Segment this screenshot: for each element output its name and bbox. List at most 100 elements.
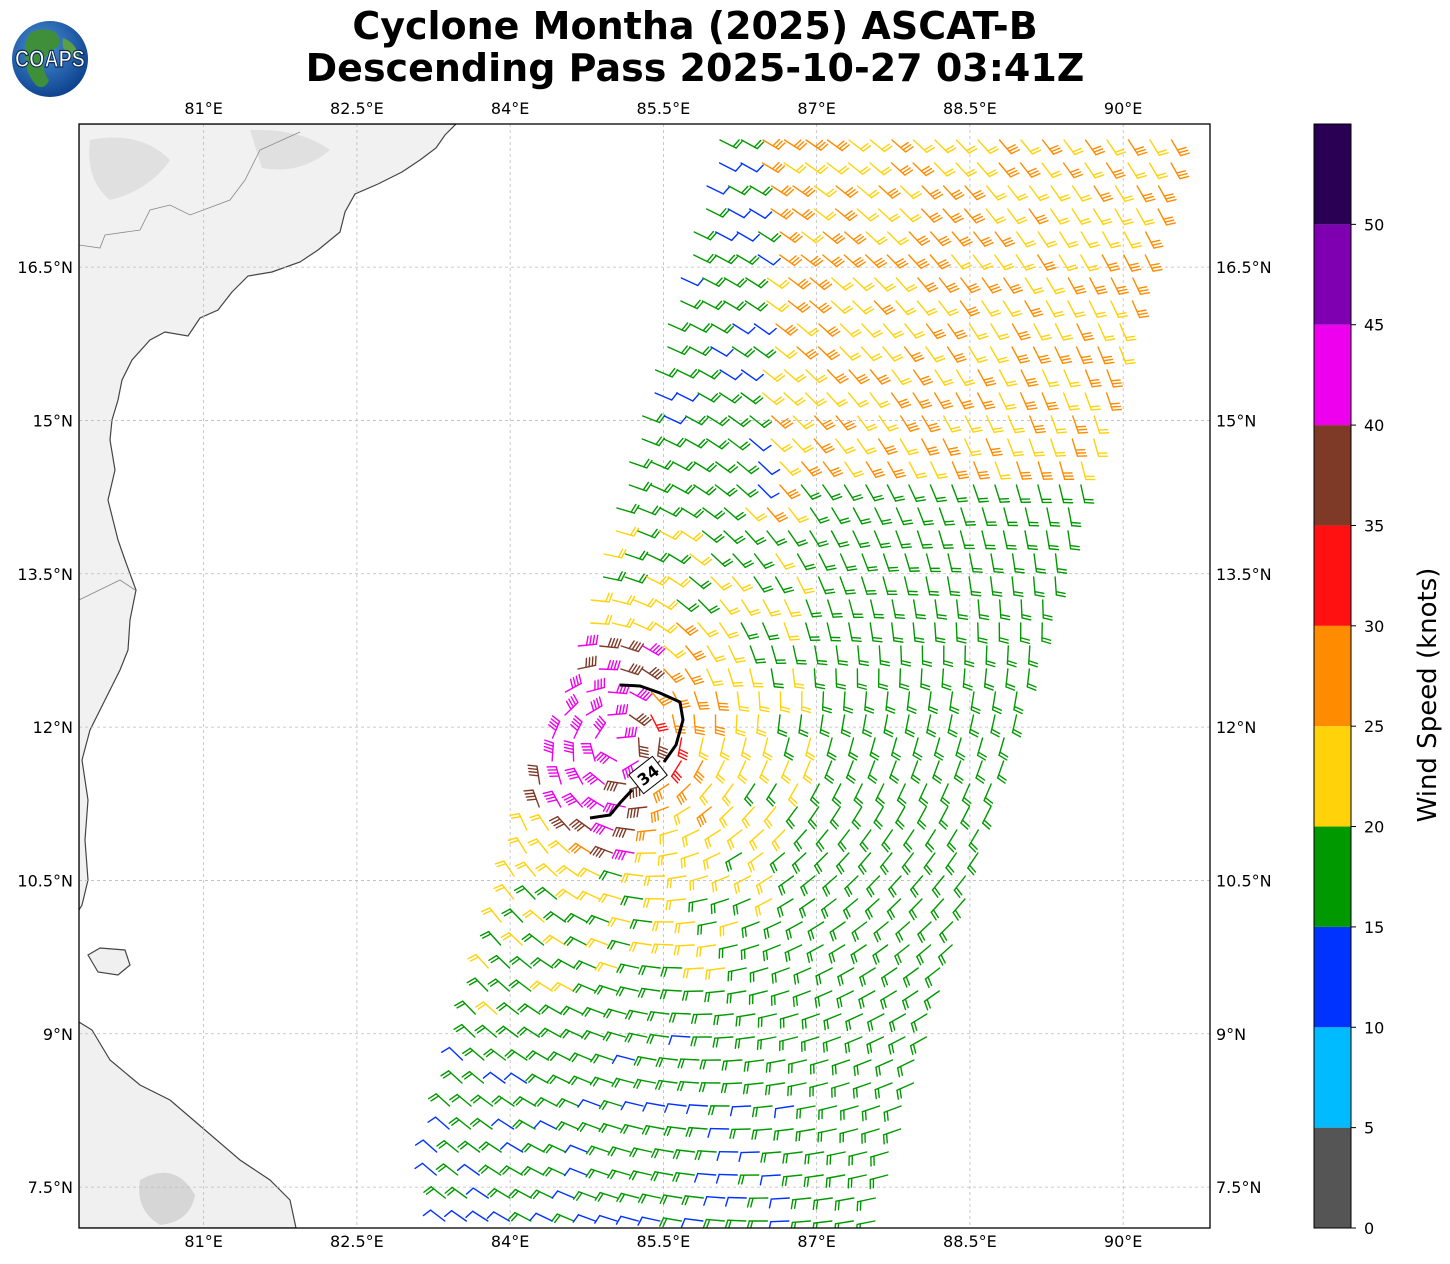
wind-barb xyxy=(753,576,774,593)
wind-barb xyxy=(895,507,914,526)
wind-barb xyxy=(940,783,950,807)
wind-barb xyxy=(831,783,842,807)
wind-barb xyxy=(1050,438,1067,457)
wind-barb xyxy=(933,162,956,177)
wind-barb xyxy=(577,655,597,670)
wind-barb xyxy=(759,760,770,784)
wind-barb xyxy=(869,139,893,153)
wind-barb xyxy=(947,323,968,340)
wind-barb xyxy=(732,323,756,335)
lon-tick-label-top: 90°E xyxy=(1104,99,1142,118)
wind-barb xyxy=(480,907,502,923)
wind-barb xyxy=(859,829,872,853)
wind-barb xyxy=(740,392,764,405)
wind-barb xyxy=(555,1098,580,1108)
wind-barb xyxy=(792,668,805,689)
wind-barb xyxy=(770,208,794,220)
wind-barb xyxy=(1019,622,1031,645)
wind-barb xyxy=(616,1192,640,1203)
wind-barb xyxy=(762,737,773,761)
wind-barb xyxy=(774,576,795,594)
wind-barb xyxy=(756,714,767,737)
colorbar-bin xyxy=(1314,926,1351,1028)
wind-barb xyxy=(826,139,850,152)
wind-barb xyxy=(857,852,872,875)
wind-barb xyxy=(951,484,968,503)
wind-barb xyxy=(955,162,977,177)
wind-barb xyxy=(955,139,978,154)
wind-barb xyxy=(760,1151,782,1163)
wind-barb xyxy=(546,1074,571,1085)
wind-barb xyxy=(731,346,756,358)
wind-barb xyxy=(1041,392,1059,411)
wind-barb xyxy=(1072,415,1089,434)
wind-barb xyxy=(633,597,658,608)
wind-barb xyxy=(689,323,713,333)
wind-barb xyxy=(633,1078,657,1089)
wind-barb xyxy=(813,438,835,454)
wind-barb xyxy=(762,599,782,617)
wind-barb xyxy=(1059,461,1075,481)
wind-barb xyxy=(564,693,579,716)
wind-barb xyxy=(806,944,824,963)
wind-barb xyxy=(741,737,752,761)
wind-barb xyxy=(1024,277,1045,294)
wind-barb xyxy=(676,368,700,379)
wind-barb xyxy=(1059,231,1079,248)
wind-barb xyxy=(1033,323,1052,341)
wind-barb xyxy=(925,576,940,596)
wind-barb xyxy=(924,829,936,853)
wind-barb xyxy=(715,691,730,711)
wind-barb xyxy=(576,1122,601,1132)
wind-barb xyxy=(1080,484,1095,504)
wind-barb xyxy=(947,714,958,738)
wind-barb xyxy=(701,530,725,543)
wind-barb xyxy=(650,806,669,824)
wind-barb xyxy=(611,1077,635,1088)
wind-barb xyxy=(921,645,933,667)
wind-barb xyxy=(1071,438,1088,457)
wind-barb xyxy=(981,507,998,527)
wind-barb xyxy=(1084,369,1102,388)
wind-barb xyxy=(869,162,892,176)
wind-barb xyxy=(921,185,944,200)
wind-barb xyxy=(968,323,989,340)
wind-barb xyxy=(676,622,699,636)
wind-barb xyxy=(795,1128,816,1142)
lon-tick-label-bottom: 88.5°E xyxy=(943,1232,997,1251)
wind-barb xyxy=(1110,277,1129,295)
wind-barb xyxy=(550,981,575,992)
wind-barb xyxy=(762,944,781,962)
wind-barb xyxy=(543,911,567,923)
wind-barb xyxy=(873,300,896,315)
wind-barb xyxy=(693,484,717,496)
wind-barb xyxy=(805,599,823,618)
wind-barb xyxy=(714,254,739,265)
wind-barb xyxy=(817,576,836,595)
lat-tick-label-left: 9°N xyxy=(43,1025,73,1044)
wind-barb xyxy=(719,622,739,639)
wind-barb xyxy=(929,254,951,270)
wind-barb xyxy=(864,691,875,714)
wind-barb xyxy=(883,1105,902,1123)
wind-barb xyxy=(852,277,875,292)
wind-barb xyxy=(1102,231,1122,249)
wind-barb xyxy=(699,1059,722,1070)
wind-barb xyxy=(787,1082,807,1097)
wind-barb xyxy=(994,231,1016,248)
wind-barb xyxy=(852,507,872,525)
wind-barb xyxy=(847,392,870,408)
wind-barb xyxy=(848,622,862,643)
wind-barb xyxy=(790,1220,812,1228)
lat-tick-label-right: 15°N xyxy=(1216,411,1256,430)
wind-barb xyxy=(706,668,724,687)
wind-barb xyxy=(831,277,854,291)
wind-barb xyxy=(590,592,614,603)
wind-barb xyxy=(667,553,692,565)
wind-barb xyxy=(809,783,820,807)
wind-barb xyxy=(809,507,830,524)
wind-barb xyxy=(781,1174,803,1187)
wind-barb xyxy=(467,953,489,969)
colorbar-bin xyxy=(1314,224,1351,325)
wind-barb xyxy=(1080,254,1100,272)
